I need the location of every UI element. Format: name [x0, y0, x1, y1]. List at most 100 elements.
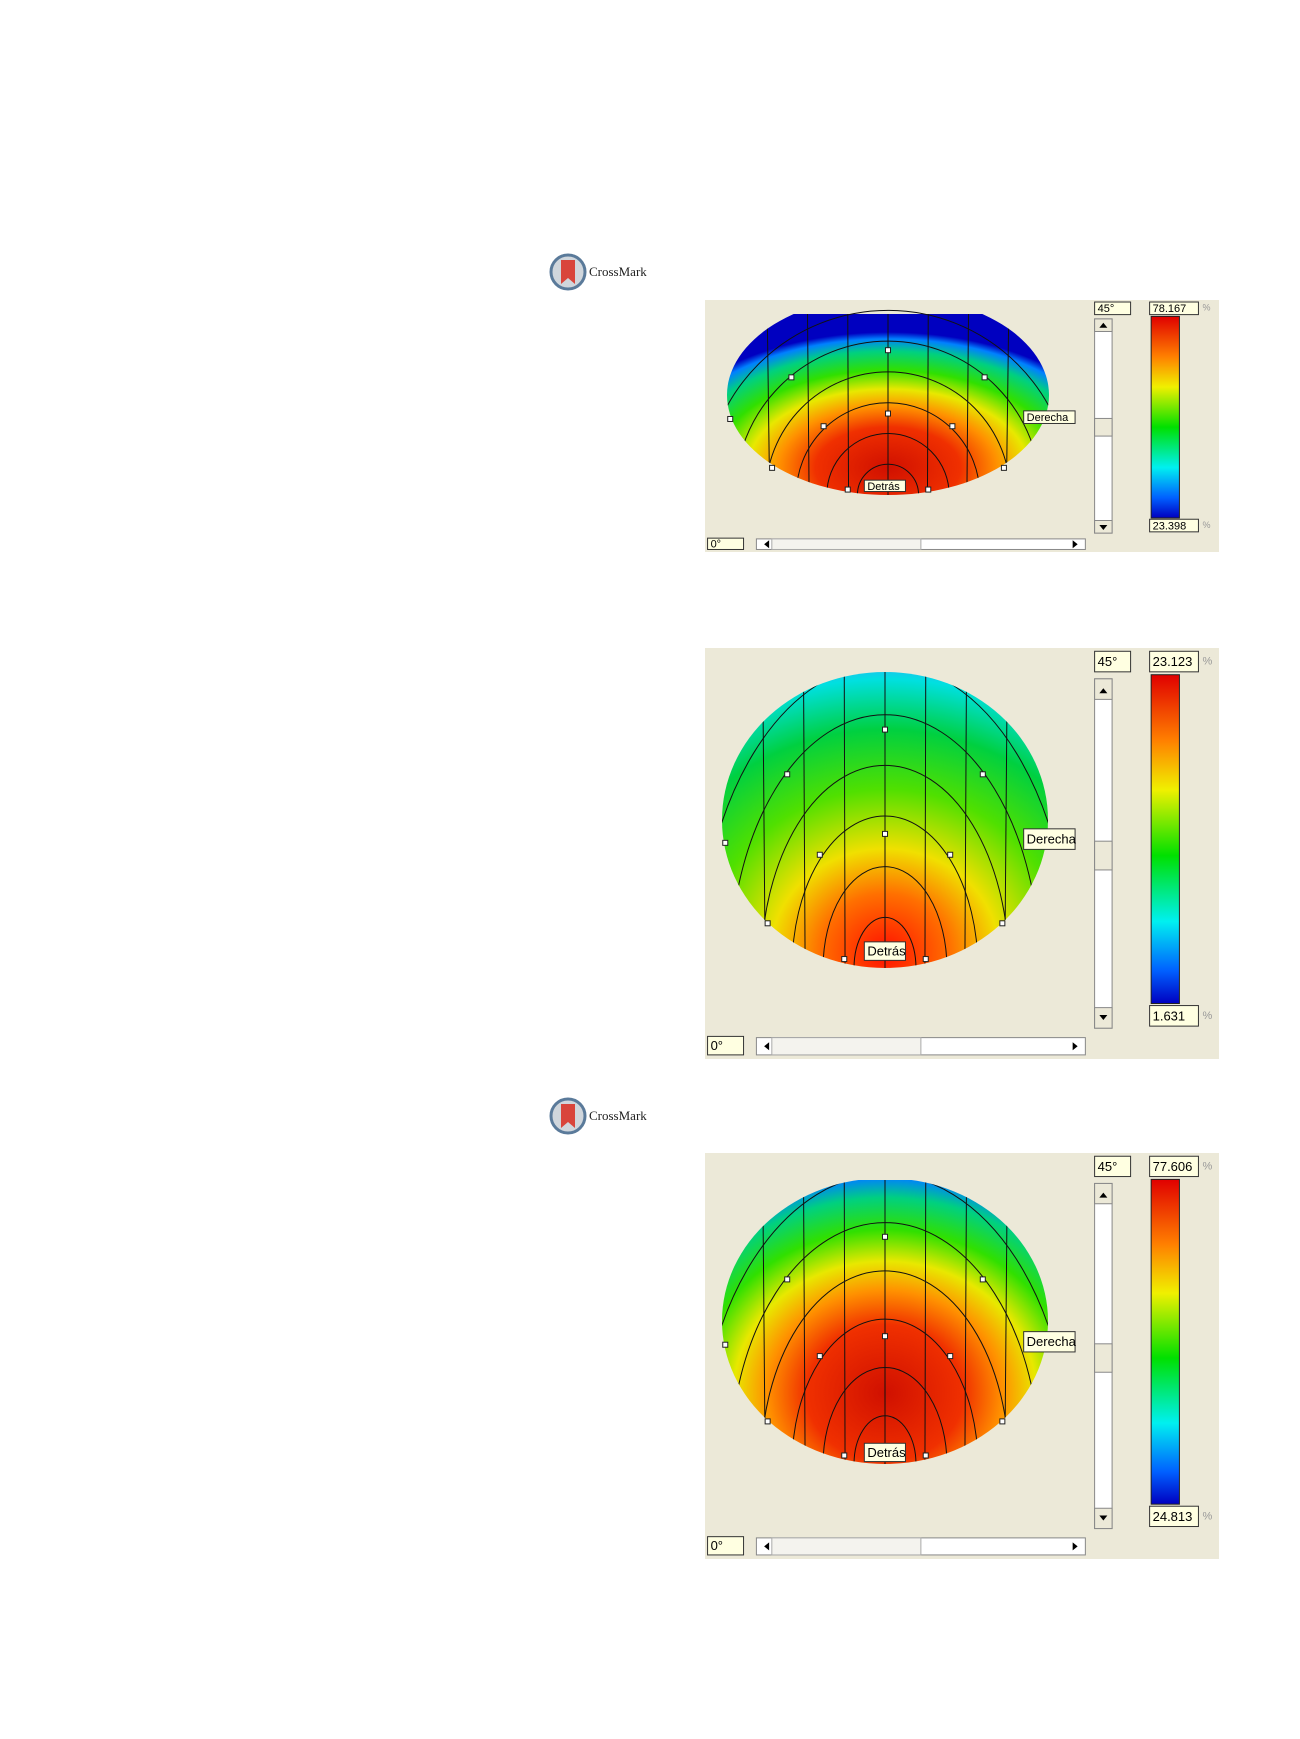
azimuth-label-box — [707, 1536, 745, 1556]
dome-node — [841, 956, 848, 963]
crossmark: CrossMark — [549, 1097, 647, 1135]
scroll-thumb[interactable] — [1094, 1343, 1113, 1373]
right-label-box — [1023, 410, 1076, 424]
dome-grid-meridian — [964, 1179, 967, 1464]
min-value: 1.631 — [1153, 1008, 1186, 1023]
dome-grid-parallel — [729, 714, 1041, 968]
dome-grid-meridian — [847, 313, 850, 495]
back-label: Detrás — [867, 481, 900, 493]
dome — [722, 1178, 1048, 1464]
right-label: Derecha — [1027, 412, 1069, 424]
azimuth-label-box — [707, 537, 745, 550]
min-value-box — [1149, 1505, 1199, 1528]
dome-node — [885, 410, 891, 417]
dome-node — [882, 830, 888, 837]
scroll-up-arrow — [1099, 322, 1108, 328]
unit-label: % — [1203, 520, 1211, 530]
right-label-box — [1023, 1331, 1076, 1353]
unit-label: % — [1203, 1510, 1213, 1522]
scroll-left-arrow — [764, 1042, 770, 1051]
dome-grid-parallel — [791, 815, 979, 968]
dome-grid-parallel — [822, 1366, 948, 1464]
scroll-right-arrow — [1072, 540, 1078, 549]
azimuth-label: 0° — [711, 539, 722, 551]
dome-grid-parallel — [729, 1222, 1041, 1464]
dome-node — [981, 374, 988, 381]
dome-grid-parallel — [765, 371, 1011, 495]
dome-node — [949, 423, 956, 430]
dome-grid-parallel — [853, 1415, 917, 1464]
colorbar — [1150, 674, 1180, 1005]
dome-node — [882, 726, 888, 733]
dome-node — [769, 464, 776, 471]
back-label: Detrás — [867, 944, 906, 959]
dome-grid-parallel — [791, 1318, 979, 1464]
crossmark-text: CrossMark — [589, 1108, 647, 1123]
max-value-box — [1149, 301, 1199, 316]
unit-label: % — [1203, 655, 1213, 667]
dome-node — [947, 851, 954, 858]
back-label-box — [863, 1442, 906, 1463]
dome-node — [816, 1353, 823, 1360]
dome-node — [925, 486, 932, 493]
elevation-label: 45° — [1098, 303, 1115, 315]
dome-node — [882, 1233, 888, 1240]
max-value-box — [1149, 650, 1199, 673]
dome-grid-meridian — [843, 672, 846, 968]
scroll-thumb[interactable] — [1094, 417, 1113, 437]
dome-grid-meridian — [924, 672, 927, 968]
scroll-down-arrow — [1099, 1015, 1108, 1021]
dome-node — [820, 423, 827, 430]
dome-grid-meridian — [966, 313, 969, 495]
dome-node — [922, 956, 929, 963]
dome-node — [979, 771, 986, 778]
scroll-thumb[interactable] — [1094, 840, 1113, 871]
dome-node — [947, 1353, 954, 1360]
dome-grid-meridian — [924, 1179, 927, 1464]
scroll-right-arrow — [1072, 1542, 1078, 1551]
elevation-label-box — [1094, 301, 1132, 316]
dome-node — [885, 347, 891, 354]
back-label: Detrás — [867, 1445, 906, 1460]
dome-node — [784, 1276, 791, 1283]
heatmap-panel: Derecha Detrás 45° 0° 77.606 24.813%% — [705, 1153, 1219, 1559]
max-value: 78.167 — [1153, 303, 1187, 315]
max-value: 77.606 — [1153, 1159, 1193, 1174]
dome-node — [841, 1452, 848, 1459]
heatmap-panel: Derecha Detrás 45° 0° 23.123 1.631%% — [705, 648, 1219, 1059]
crossmark: CrossMark — [549, 253, 647, 291]
dome-grid-parallel — [760, 764, 1010, 968]
dome-node — [764, 920, 771, 927]
dome-node — [1000, 464, 1007, 471]
colorbar — [1150, 315, 1180, 519]
scroll-left-arrow — [764, 540, 770, 549]
colorbar — [1150, 1178, 1180, 1505]
scroll-thumb[interactable] — [771, 1537, 922, 1556]
scroll-thumb[interactable] — [771, 1037, 922, 1056]
dome-node — [999, 1418, 1006, 1425]
azimuth-label: 0° — [711, 1038, 723, 1053]
unit-label: % — [1203, 1010, 1213, 1022]
back-label-box — [863, 941, 906, 961]
dome-node — [727, 415, 734, 422]
min-value: 23.398 — [1153, 520, 1187, 532]
dome-node — [979, 1276, 986, 1283]
crossmark-bookmark — [561, 260, 575, 284]
scroll-thumb[interactable] — [771, 538, 922, 550]
scroll-down-arrow — [1099, 525, 1108, 531]
min-value-box — [1149, 518, 1199, 533]
right-label-box — [1023, 828, 1076, 850]
dome-node — [722, 839, 729, 846]
azimuth-label-box — [707, 1035, 745, 1056]
scroll-right-arrow — [1072, 1042, 1078, 1051]
back-label-box — [863, 479, 906, 493]
min-value: 24.813 — [1153, 1509, 1193, 1524]
max-value: 23.123 — [1153, 654, 1193, 669]
scroll-down-arrow — [1099, 1515, 1108, 1521]
dome-grid-meridian — [803, 672, 806, 968]
dome-node — [816, 851, 823, 858]
dome-grid-meridian — [807, 313, 810, 495]
dome-node — [722, 1341, 729, 1348]
dome-node — [882, 1333, 888, 1340]
